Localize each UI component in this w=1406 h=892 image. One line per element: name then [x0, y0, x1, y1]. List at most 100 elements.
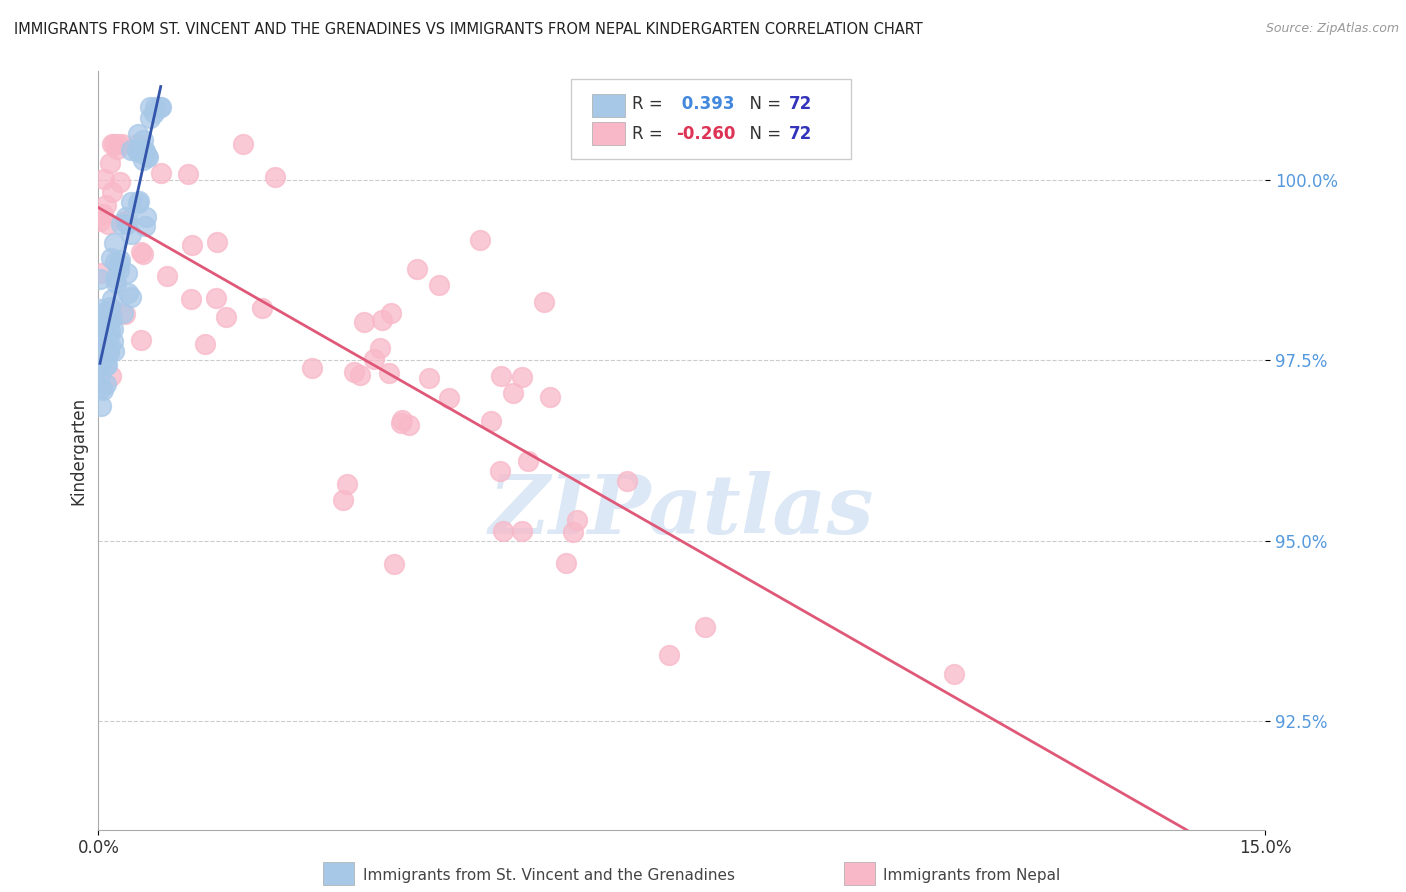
Point: [127, 143, 149, 157]
Point: [562, 524, 585, 539]
FancyBboxPatch shape: [592, 122, 624, 145]
Point: [114, 307, 136, 321]
Point: [232, 136, 254, 151]
Point: [377, 367, 399, 381]
Point: [94, 349, 117, 363]
Point: [110, 217, 132, 231]
Point: [103, 235, 125, 250]
Point: [180, 237, 202, 252]
Point: [555, 556, 578, 570]
Point: [391, 412, 413, 426]
Point: [502, 386, 524, 401]
Point: [134, 145, 156, 159]
Point: [370, 313, 392, 327]
Text: R =: R =: [631, 95, 668, 113]
Point: [91, 351, 114, 366]
Point: [94, 344, 117, 359]
Point: [132, 133, 155, 147]
Point: [129, 142, 152, 156]
Point: [98, 324, 121, 338]
Point: [134, 144, 156, 158]
Point: [429, 277, 451, 292]
Point: [143, 100, 166, 114]
Point: [94, 376, 117, 391]
Point: [103, 343, 125, 358]
Point: [91, 332, 114, 346]
Text: -0.260: -0.260: [676, 125, 735, 143]
Point: [343, 365, 366, 379]
Point: [115, 217, 138, 231]
Point: [90, 381, 112, 395]
Point: [406, 262, 429, 277]
Point: [115, 266, 138, 280]
Point: [380, 306, 402, 320]
Point: [107, 256, 129, 270]
Point: [101, 303, 124, 318]
Point: [149, 100, 172, 114]
Point: [117, 285, 139, 300]
Point: [97, 315, 120, 329]
Point: [479, 414, 502, 428]
Point: [125, 136, 148, 151]
Point: [349, 368, 371, 382]
Text: Immigrants from Nepal: Immigrants from Nepal: [883, 869, 1060, 883]
Point: [127, 195, 149, 210]
FancyBboxPatch shape: [592, 95, 624, 117]
Point: [131, 246, 153, 260]
Point: [114, 214, 136, 228]
Point: [512, 524, 534, 539]
Point: [94, 333, 117, 347]
Text: N =: N =: [740, 95, 786, 113]
Point: [214, 310, 236, 325]
Point: [194, 336, 217, 351]
Point: [98, 156, 121, 170]
Point: [695, 620, 717, 634]
Point: [100, 136, 122, 151]
Point: [565, 513, 588, 527]
Point: [132, 153, 155, 168]
Point: [658, 648, 681, 662]
Point: [510, 370, 533, 384]
Point: [89, 369, 111, 384]
Text: 0.393: 0.393: [676, 95, 734, 113]
Point: [139, 111, 162, 125]
Point: [98, 329, 121, 343]
Point: [100, 251, 122, 265]
Text: Immigrants from St. Vincent and the Grenadines: Immigrants from St. Vincent and the Gren…: [363, 869, 735, 883]
Point: [97, 217, 120, 231]
Point: [363, 351, 385, 366]
Point: [103, 136, 125, 151]
Point: [98, 300, 121, 314]
Point: [105, 142, 128, 156]
Point: [120, 194, 142, 209]
Point: [398, 418, 420, 433]
Point: [139, 100, 162, 114]
Point: [90, 399, 112, 413]
Point: [156, 268, 179, 283]
Point: [491, 369, 513, 384]
Point: [97, 344, 120, 359]
Point: [616, 474, 638, 488]
Point: [94, 358, 117, 372]
Point: [368, 341, 391, 355]
FancyBboxPatch shape: [571, 79, 851, 159]
Point: [120, 227, 142, 242]
Point: [111, 305, 134, 319]
Point: [127, 127, 149, 141]
Point: [538, 390, 561, 404]
Point: [93, 172, 115, 186]
Point: [136, 150, 159, 164]
Text: R =: R =: [631, 125, 668, 143]
Point: [89, 301, 111, 316]
Point: [96, 314, 118, 328]
Point: [332, 492, 354, 507]
Text: N =: N =: [740, 125, 786, 143]
Point: [177, 167, 200, 181]
Text: IMMIGRANTS FROM ST. VINCENT AND THE GRENADINES VS IMMIGRANTS FROM NEPAL KINDERGA: IMMIGRANTS FROM ST. VINCENT AND THE GREN…: [14, 22, 922, 37]
Point: [943, 667, 966, 681]
Point: [96, 314, 118, 328]
Point: [205, 291, 228, 305]
Point: [110, 175, 132, 189]
Point: [96, 358, 118, 372]
Point: [115, 210, 138, 224]
